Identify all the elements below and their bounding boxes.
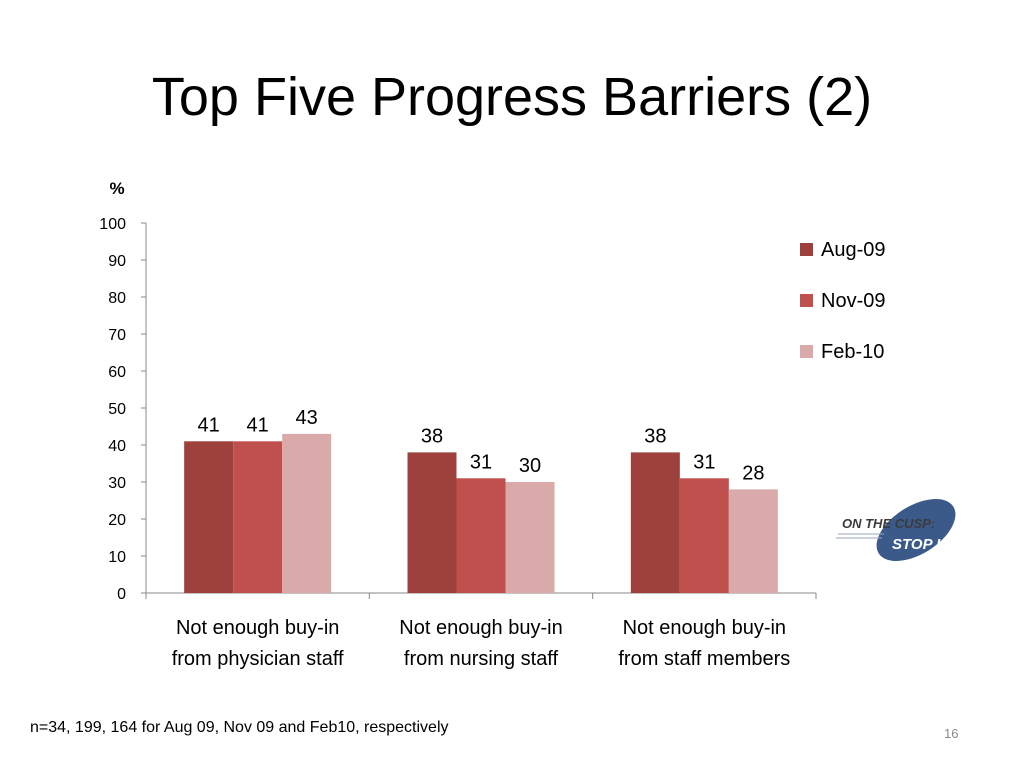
data-label: 43 [296,407,318,429]
data-label: 41 [198,414,220,436]
y-tick-label: 10 [108,549,126,566]
logo-ellipse [876,499,956,561]
data-label: 41 [247,414,269,436]
y-tick-label: 100 [99,216,126,233]
y-tick-label: 60 [108,364,126,381]
bar-feb-10 [505,482,555,593]
logo-text-line1: ON THE CUSP: [842,516,935,531]
legend-entry: Nov-09 [821,290,885,312]
bar-aug-09 [184,441,234,593]
logo-text-line2: STOP HAI [892,536,963,553]
bar-nov-09 [233,441,283,593]
bar-chart: 0 10 20 30 40 50 60 70 80 90 100% Not enough buy-i… [99,179,886,670]
bar-aug-09 [630,452,680,593]
data-label: 31 [693,451,715,473]
y-tick-label: 90 [108,253,126,270]
bar-feb-10 [728,489,778,593]
legend-swatch [800,294,813,307]
bar-nov-09 [679,478,729,593]
legend: Aug-09 Nov-09 Feb-10 [800,239,886,363]
bars [184,433,778,593]
data-label: 30 [519,455,541,477]
data-label: 38 [644,425,666,447]
data-label: 28 [742,462,764,484]
data-label: 31 [470,451,492,473]
bar-aug-09 [407,452,457,593]
x-category-label: Not enough buy-in [399,617,562,639]
bar-feb-10 [282,433,332,593]
x-category-label: from physician staff [172,648,344,670]
x-category-label: Not enough buy-in [623,617,786,639]
x-category-label: from nursing staff [404,648,559,670]
y-tick-label: 0 [117,586,126,603]
y-tick-label: 50 [108,401,126,418]
x-category-label: from staff members [618,648,790,670]
footnote: n=34, 199, 164 for Aug 09, Nov 09 and Fe… [30,719,449,736]
legend-swatch [800,345,813,358]
y-axis-label: % [109,179,124,198]
data-label: 38 [421,425,443,447]
stop-hai-logo: ON THE CUSP: STOP HAI [836,499,963,561]
legend-entry: Feb-10 [821,341,884,363]
y-tick-label: 70 [108,327,126,344]
y-tick-label: 30 [108,475,126,492]
y-axis: 0 10 20 30 40 50 60 70 80 90 100% [99,179,147,603]
y-tick-label: 40 [108,438,126,455]
y-tick-label: 20 [108,512,126,529]
x-category-label: Not enough buy-in [176,617,339,639]
page-number: 16 [944,726,959,741]
legend-entry: Aug-09 [821,239,886,261]
data-labels: 41 38 38 41 31 31 43 30 28 [198,407,765,485]
bar-nov-09 [456,478,506,593]
x-axis: Not enough buy-in from physician staff Not… [145,592,817,670]
slide-title: Top Five Progress Barriers (2) [151,67,873,127]
legend-swatch [800,243,813,256]
y-tick-label: 80 [108,290,126,307]
